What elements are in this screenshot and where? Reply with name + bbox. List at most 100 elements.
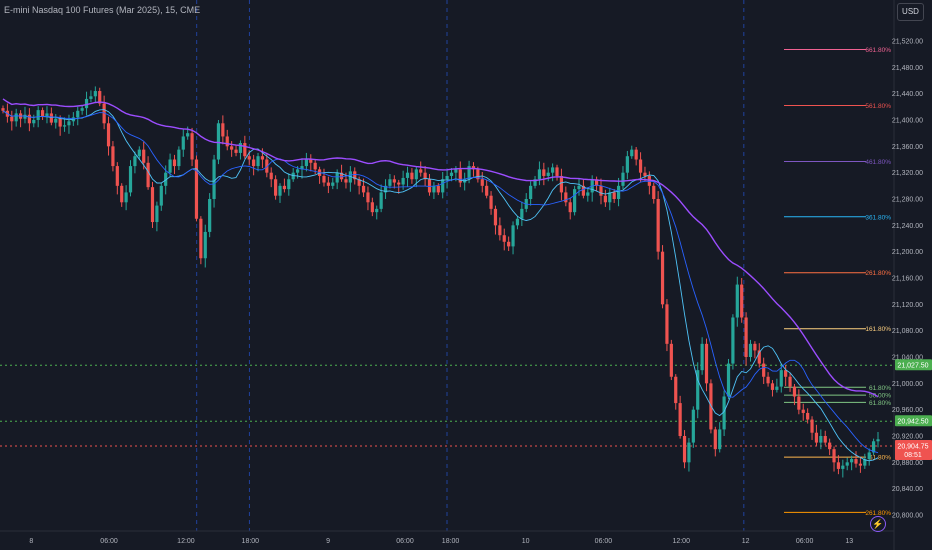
candle-body <box>696 370 700 410</box>
price-axis-tick: 21,480.00 <box>892 65 923 72</box>
candle-body <box>704 343 709 384</box>
candle-body <box>62 125 67 127</box>
candle-body <box>397 182 401 185</box>
candle-body <box>850 459 854 463</box>
candle-body <box>401 177 405 185</box>
candle-body <box>265 159 269 173</box>
candle-body <box>252 159 256 167</box>
candle-body <box>529 185 533 199</box>
price-axis-tick: 21,320.00 <box>892 170 923 177</box>
candle-body <box>480 179 484 186</box>
time-axis-tick: 12:00 <box>672 538 690 545</box>
candle-body <box>234 149 238 153</box>
candle-body <box>111 146 115 167</box>
candle-body <box>419 169 423 173</box>
time-axis-tick: 18:00 <box>242 538 260 545</box>
price-axis-tick: 21,520.00 <box>892 39 923 46</box>
time-axis-tick: 10 <box>522 538 530 545</box>
price-axis-tick: 20,880.00 <box>892 460 923 467</box>
price-axis-tick: 20,960.00 <box>892 407 923 414</box>
candle-body <box>748 343 753 357</box>
candle-body <box>573 189 577 213</box>
candle-body <box>221 123 225 137</box>
candle-body <box>858 463 863 466</box>
candle-body <box>388 179 392 186</box>
price-axis-tick: 20,920.00 <box>892 434 923 441</box>
candle-body <box>784 370 788 377</box>
candle-body <box>300 166 304 170</box>
price-axis-tick: 21,200.00 <box>892 249 923 256</box>
candle-body <box>361 185 366 193</box>
candle-body <box>449 172 454 176</box>
candle-body <box>498 225 502 236</box>
candle-body <box>828 442 832 450</box>
candle-body <box>120 185 124 203</box>
candle-body <box>797 396 801 410</box>
candle-body <box>823 436 827 443</box>
candle-body <box>322 175 326 183</box>
time-axis-tick: 06:00 <box>100 538 118 545</box>
candle-body <box>58 118 62 127</box>
candle-body <box>630 149 634 157</box>
candle-body <box>410 172 414 180</box>
candle-body <box>238 143 243 153</box>
time-axis-tick: 13 <box>845 538 853 545</box>
price-axis-tick: 21,040.00 <box>892 355 923 362</box>
time-axis-tick: 8 <box>29 538 33 545</box>
candle-body <box>54 118 58 123</box>
candle-body <box>507 241 511 247</box>
candle-body <box>230 146 234 150</box>
price-level-label: 20,942.50 <box>897 419 928 426</box>
candle-body <box>603 195 607 203</box>
candle-body <box>616 185 621 199</box>
candle-body <box>731 317 735 364</box>
candle-body <box>177 149 181 167</box>
price-level-label: 20,904.75 <box>897 444 928 451</box>
candle-body <box>612 192 616 199</box>
candle-body <box>27 114 31 124</box>
candle-body <box>379 192 383 209</box>
lightning-icon[interactable]: ⚡ <box>870 516 886 532</box>
candle-body <box>854 459 858 464</box>
candle-body <box>775 386 779 390</box>
candle-body <box>476 169 480 180</box>
candle-body <box>594 179 599 186</box>
ma-slow-line <box>2 98 879 398</box>
currency-button[interactable]: USD <box>897 3 924 21</box>
candle-body <box>872 441 876 453</box>
candle-body <box>621 172 625 186</box>
candle-body <box>326 182 330 186</box>
price-axis-tick: 21,120.00 <box>892 302 923 309</box>
candle-body <box>551 167 555 173</box>
candle-body <box>581 185 586 196</box>
candle-body <box>608 192 612 203</box>
time-axis-tick: 12 <box>742 538 750 545</box>
candle-body <box>106 123 111 147</box>
candle-body <box>243 143 247 157</box>
candle-body <box>84 98 89 109</box>
fib-level-label: 161.80% <box>865 326 891 333</box>
candle-body <box>841 465 845 469</box>
candle-body <box>489 195 493 209</box>
candle-body <box>115 166 119 186</box>
candle-body <box>339 172 344 180</box>
candle-body <box>718 429 722 450</box>
candle-body <box>819 436 823 443</box>
candle-body <box>98 91 102 104</box>
candle-body <box>102 103 106 124</box>
candle-body <box>436 185 440 193</box>
candle-body <box>295 169 300 173</box>
price-axis-tick: 21,240.00 <box>892 223 923 230</box>
candle-body <box>779 370 783 387</box>
candle-body <box>810 419 814 433</box>
fib-level-label: 561.80% <box>865 103 891 110</box>
price-level-tag <box>895 415 932 427</box>
candle-body <box>643 172 647 176</box>
fib-level-label: 361.80% <box>865 214 891 221</box>
price-axis-tick: 21,000.00 <box>892 381 923 388</box>
candle-body <box>502 235 506 242</box>
price-level-label: 21,027.50 <box>897 363 928 370</box>
candle-body <box>256 156 260 167</box>
candle-body <box>274 179 278 196</box>
